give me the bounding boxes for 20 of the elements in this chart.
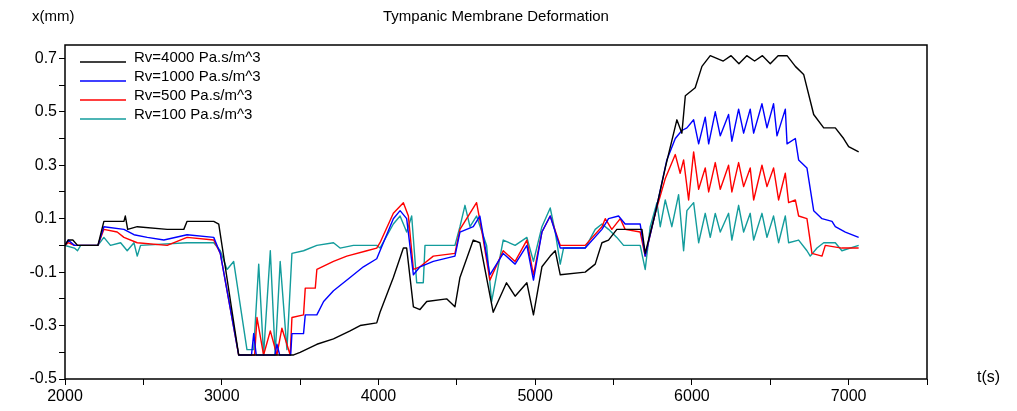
y-axis-title: x(mm) — [32, 7, 75, 25]
x-tick-label: 4000 — [360, 387, 397, 405]
y-tick-label: -0.5 — [29, 369, 58, 387]
y-tick-label: 0.1 — [34, 209, 58, 227]
legend-label: Rv=100 Pa.s/m^3 — [134, 105, 253, 123]
y-tick-label: 0.5 — [34, 102, 58, 120]
legend-label: Rv=500 Pa.s/m^3 — [134, 86, 253, 104]
x-tick-label: 6000 — [674, 387, 710, 405]
x-tick-label: 2000 — [47, 387, 83, 405]
x-tick-label: 5000 — [517, 387, 554, 405]
legend-label: Rv=4000 Pa.s/m^3 — [134, 48, 261, 66]
y-tick-label: 0.7 — [34, 48, 58, 66]
y-tick-label: -0.1 — [29, 262, 58, 280]
x-axis-title: t(s) — [977, 368, 1001, 386]
x-tick-label: 7000 — [830, 387, 867, 405]
legend-label: Rv=1000 Pa.s/m^3 — [134, 67, 261, 85]
chart-title: Tympanic Membrane Deformation — [383, 7, 609, 25]
y-tick-label: 0.3 — [34, 155, 58, 173]
x-tick-label: 3000 — [203, 387, 240, 405]
y-tick-label: -0.3 — [29, 315, 58, 333]
